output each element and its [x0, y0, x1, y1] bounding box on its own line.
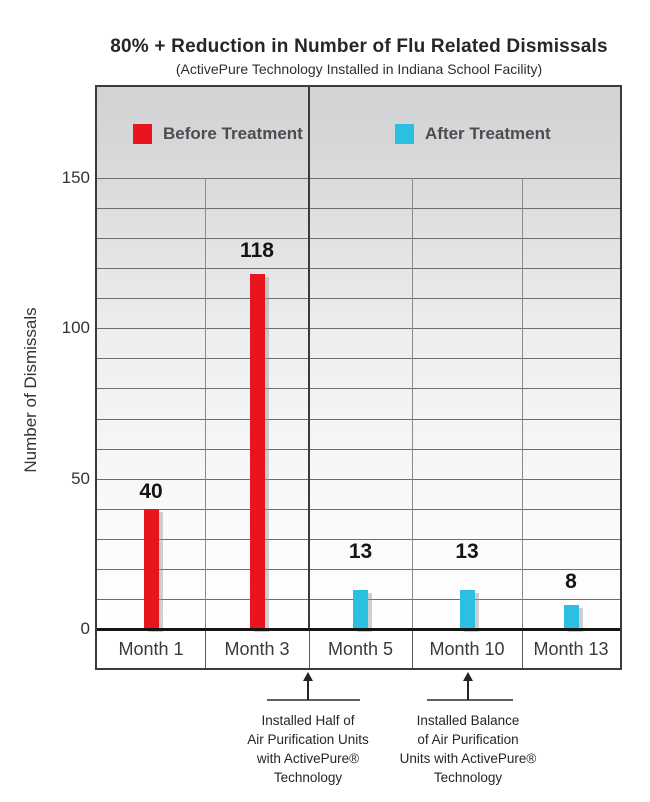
before-treatment-swatch	[133, 124, 152, 144]
y-tick-0: 0	[80, 619, 90, 638]
annotation-line: Installed Half of	[261, 713, 355, 728]
gridline-30	[97, 538, 620, 540]
bar-value-month-3: 118	[240, 239, 274, 263]
annotation-line: of Air Purification	[417, 732, 519, 747]
column-separator	[412, 178, 413, 629]
label-band-separator	[412, 629, 413, 668]
bar-month-3	[249, 274, 265, 629]
gridline-100	[97, 328, 620, 330]
x-axis-line	[97, 628, 620, 631]
x-tick-month-5: Month 5	[327, 639, 394, 659]
bar-month-10	[459, 589, 475, 629]
gridline-50	[97, 478, 620, 480]
bar-value-month-10: 13	[455, 539, 479, 563]
bar-month-1	[143, 508, 159, 629]
gridline-60	[97, 448, 620, 450]
column-separator	[522, 178, 523, 629]
annotation-line: Installed Balance	[416, 713, 520, 728]
gridline-120	[97, 268, 620, 270]
annotation-line: Air Purification Units	[247, 732, 369, 747]
plot-area: Before Treatment After Treatment 40 118 13…	[95, 85, 622, 670]
gridline-80	[97, 388, 620, 390]
annotation-installed-half: Installed Half of Air Purification Units…	[198, 711, 418, 787]
annotation-line: Technology	[273, 770, 343, 785]
label-band-separator	[309, 629, 310, 668]
annotation-bracket-right	[427, 699, 513, 701]
gridline-110	[97, 298, 620, 300]
bar-month-5	[353, 589, 368, 629]
legend-item-after-treatment: After Treatment	[395, 123, 551, 145]
y-tick-100: 100	[61, 318, 90, 338]
after-treatment-swatch	[395, 124, 414, 144]
gridline-90	[97, 358, 620, 360]
bar-month-13	[563, 604, 579, 629]
gridline-140	[97, 208, 620, 210]
gridline-150	[97, 177, 620, 179]
y-tick-50: 50	[71, 468, 90, 488]
before-after-divider	[308, 87, 310, 629]
legend-label-before: Before Treatment	[163, 124, 303, 143]
annotation-line: with ActivePure®	[256, 751, 360, 766]
arrow-up-icon	[303, 672, 313, 681]
gridline-40	[97, 508, 620, 510]
bar-value-month-13: 8	[565, 569, 577, 593]
gridline-130	[97, 238, 620, 240]
annotation-line: Units with ActivePure®	[399, 751, 537, 766]
x-tick-month-10: Month 10	[429, 639, 505, 659]
y-tick-150: 150	[61, 167, 90, 187]
x-tick-month-1: Month 1	[118, 639, 184, 659]
x-tick-month-3: Month 3	[224, 639, 290, 659]
annotation-arrow-right	[467, 680, 469, 700]
bar-value-month-5: 13	[348, 539, 373, 563]
legend-label-after: After Treatment	[425, 124, 551, 143]
x-tick-month-13: Month 13	[533, 639, 609, 659]
arrow-up-icon	[463, 672, 473, 681]
bar-value-month-1: 40	[139, 479, 163, 503]
chart-subtitle: (ActivePure Technology Installed in Indi…	[175, 61, 543, 77]
legend-item-before-treatment: Before Treatment	[133, 123, 303, 145]
gridline-20	[97, 568, 620, 570]
gridline-70	[97, 418, 620, 420]
annotation-line: Technology	[433, 770, 503, 785]
annotation-bracket-left	[267, 699, 360, 701]
label-band-separator	[522, 629, 523, 668]
column-separator	[205, 178, 206, 629]
annotation-installed-balance: Installed Balance of Air Purification Un…	[358, 711, 578, 787]
chart-title: 80% + Reduction in Number of Flu Related…	[110, 36, 608, 57]
label-band-separator	[205, 629, 206, 668]
annotation-arrow-left	[307, 680, 309, 700]
